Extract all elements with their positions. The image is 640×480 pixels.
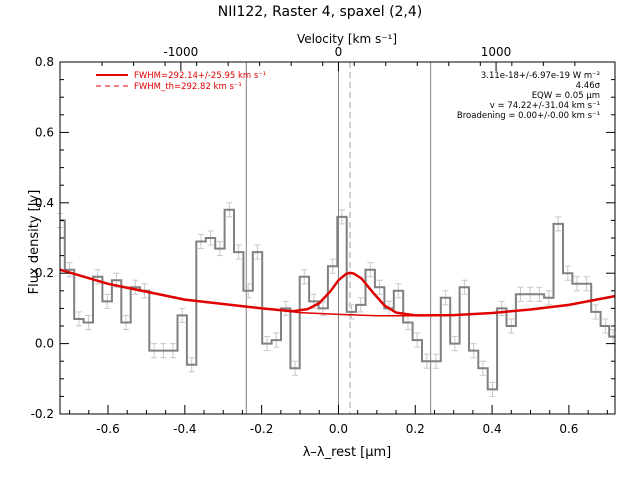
legend: FWHM=292.14+/-25.95 km s⁻¹FWHM_th=292.82… (96, 71, 266, 92)
y-tick-label: 0.8 (35, 55, 54, 69)
x-tick-label: 0.6 (559, 422, 578, 436)
x-axis-label: λ–λ_rest [μm] (303, 445, 392, 460)
top-tick-label: -1000 (163, 45, 198, 59)
legend-label: FWHM=292.14+/-25.95 km s⁻¹ (134, 71, 266, 81)
x-tick-label: -0.4 (173, 422, 196, 436)
legend-label: FWHM_th=292.82 km s⁻¹ (134, 82, 242, 92)
annotation-text: Broadening = 0.00+/-0.00 km s⁻¹ (457, 111, 600, 121)
fit-curves (59, 268, 616, 317)
y-axis-label: Flux density [Jy] (27, 190, 42, 295)
annotation-text: EQW = 0.05 μm (532, 91, 600, 101)
chart-title: NII122, Raster 4, spaxel (2,4) (218, 4, 423, 20)
annotation-text: 3.11e-18+/-6.97e-19 W m⁻² (481, 71, 600, 81)
y-tick-label: 0.4 (35, 196, 54, 210)
x-tick-label: -0.2 (250, 422, 273, 436)
line-fit-curve (59, 268, 616, 317)
y-tick-label: -0.2 (31, 407, 54, 421)
y-tick-label: 0.6 (35, 125, 54, 139)
x-tick-label: -0.6 (96, 422, 119, 436)
x-tick-label: 0.4 (483, 422, 502, 436)
y-tick-label: 0.2 (35, 266, 54, 280)
top-tick-label: 1000 (481, 45, 512, 59)
annotation-text: 4.46σ (576, 81, 601, 91)
reference-lines (245, 62, 432, 414)
axes-ticks: -0.6 -0.4 -0.2 0.0 0.2 0.4 0.6 -0.2 0.0 0.2 0.4 0.6… (31, 45, 615, 436)
x-tick-label: 0.2 (406, 422, 425, 436)
top-tick-label: 0 (335, 45, 343, 59)
y-tick-label: 0.0 (35, 337, 54, 351)
top-axis-label: Velocity [km s⁻¹] (297, 32, 397, 46)
x-tick-label: 0.0 (329, 422, 348, 436)
annotation-text: v = 74.22+/-31.04 km s⁻¹ (490, 101, 600, 111)
